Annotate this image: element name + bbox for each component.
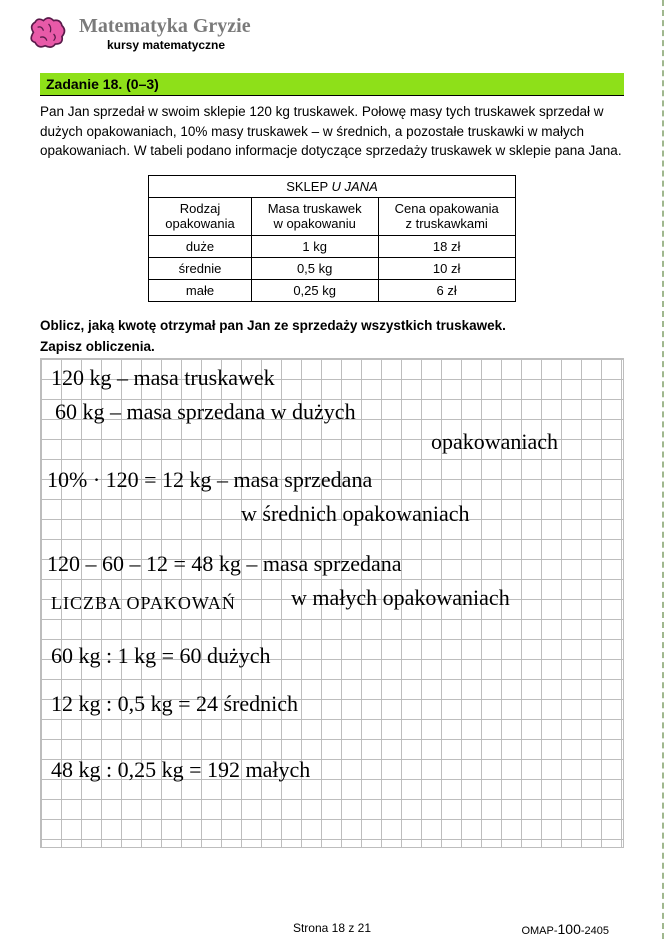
cell: 18 zł: [378, 235, 515, 257]
page-number: Strona 18 z 21: [293, 921, 371, 935]
cell: 6 zł: [378, 279, 515, 301]
brand-subtitle: kursy matematyczne: [107, 38, 251, 52]
brain-icon: [25, 15, 67, 53]
table-title-text: SKLEP U JANA: [286, 179, 378, 194]
cell: 10 zł: [378, 257, 515, 279]
table-title: SKLEP U JANA: [149, 175, 515, 197]
content-area: Zadanie 18. (0–3) Pan Jan sprzedał w swo…: [0, 63, 664, 848]
hand-line-4: 120 – 60 – 12 = 48 kg – masa sprzedana: [47, 551, 402, 577]
col-header-2: Masa truskawekw opakowaniu: [251, 197, 378, 235]
code-suffix: -2405: [581, 925, 609, 937]
hand-line-7: 12 kg : 0,5 kg = 24 średnich: [51, 691, 298, 717]
code-prefix: OMAP-: [521, 925, 557, 937]
cell: małe: [149, 279, 251, 301]
col-header-1: Rodzajopakowania: [149, 197, 251, 235]
brand-title: Matematyka Gryzie: [79, 15, 251, 38]
table-row: średnie 0,5 kg 10 zł: [149, 257, 515, 279]
cell: duże: [149, 235, 251, 257]
answer-grid: 120 kg – masa truskawek 60 kg – masa spr…: [40, 358, 624, 848]
hand-line-3: 10% · 120 = 12 kg – masa sprzedana: [47, 467, 372, 493]
hand-line-5: LICZBA OPAKOWAŃ: [51, 593, 236, 614]
cell: 0,5 kg: [251, 257, 378, 279]
document-code: OMAP-100-2405: [521, 921, 609, 937]
page-header: Matematyka Gryzie kursy matematyczne: [0, 0, 664, 63]
hand-line-2b: opakowaniach: [431, 429, 558, 455]
hand-line-2: 60 kg – masa sprzedana w dużych: [55, 399, 356, 425]
hand-line-1: 120 kg – masa truskawek: [51, 365, 275, 391]
cell: średnie: [149, 257, 251, 279]
problem-text: Pan Jan sprzedał w swoim sklepie 120 kg …: [40, 102, 624, 161]
code-big: 100: [558, 921, 581, 937]
instruction-line-2: Zapisz obliczenia.: [40, 339, 624, 354]
table-row: małe 0,25 kg 6 zł: [149, 279, 515, 301]
instruction-line-1: Oblicz, jaką kwotę otrzymał pan Jan ze s…: [40, 318, 624, 333]
data-table: SKLEP U JANA Rodzajopakowania Masa trusk…: [148, 175, 515, 302]
hand-line-3b: w średnich opakowaniach: [241, 501, 469, 527]
cell: 0,25 kg: [251, 279, 378, 301]
hand-line-8: 48 kg : 0,25 kg = 192 małych: [51, 757, 310, 783]
cell: 1 kg: [251, 235, 378, 257]
hand-line-4b: w małych opakowaniach: [291, 585, 510, 611]
col-header-3: Cena opakowaniaz truskawkami: [378, 197, 515, 235]
header-text-block: Matematyka Gryzie kursy matematyczne: [79, 15, 251, 52]
table-header-row: Rodzajopakowania Masa truskawekw opakowa…: [149, 197, 515, 235]
task-number-bar: Zadanie 18. (0–3): [40, 73, 624, 96]
table-row: duże 1 kg 18 zł: [149, 235, 515, 257]
hand-line-6: 60 kg : 1 kg = 60 dużych: [51, 643, 271, 669]
